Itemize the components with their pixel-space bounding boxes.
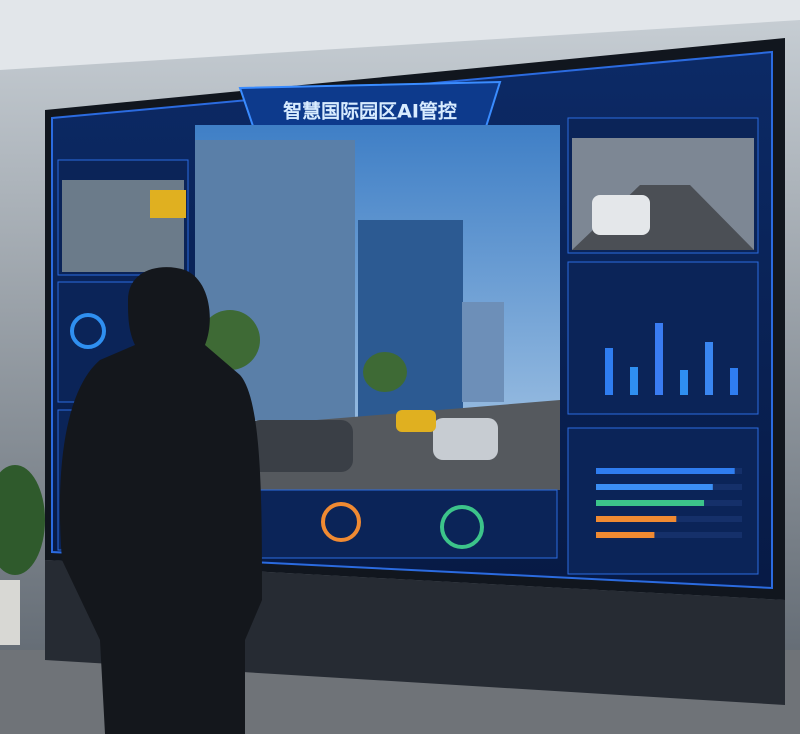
column-chart <box>605 323 738 395</box>
tree <box>363 352 407 392</box>
gauge <box>321 502 361 542</box>
bus <box>150 190 186 218</box>
bar <box>596 532 655 538</box>
bar <box>596 516 677 522</box>
gauge <box>440 505 484 549</box>
bar <box>596 468 735 474</box>
building <box>358 220 463 420</box>
car <box>396 410 436 432</box>
column <box>705 342 713 395</box>
bar-chart <box>596 468 742 538</box>
bar <box>596 484 713 490</box>
pot <box>0 580 20 645</box>
building <box>462 302 504 402</box>
person <box>59 267 263 734</box>
column <box>605 348 613 395</box>
column <box>730 368 738 395</box>
car <box>592 195 650 235</box>
column <box>630 367 638 395</box>
bar <box>596 500 705 506</box>
column <box>655 323 663 395</box>
ceiling <box>0 0 800 70</box>
plant <box>0 465 45 575</box>
column <box>680 370 688 395</box>
bar-track <box>596 532 742 538</box>
screen-title: 智慧国际园区AI管控 <box>283 100 457 123</box>
car <box>433 418 498 460</box>
gauge <box>70 313 106 349</box>
bottom-panel <box>254 489 558 559</box>
car <box>248 420 353 472</box>
